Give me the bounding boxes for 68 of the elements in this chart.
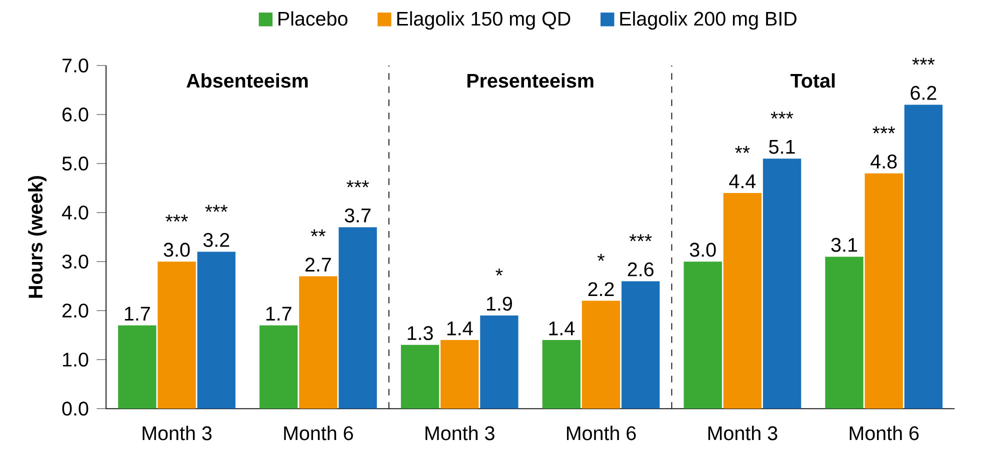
bar: [338, 227, 377, 409]
bar: [864, 173, 903, 409]
y-tick-label: 4.0: [62, 206, 88, 220]
bar: [118, 325, 156, 409]
bar: [904, 104, 943, 409]
bar: [723, 192, 762, 409]
data-label: 1.4: [549, 322, 575, 336]
data-label: 1.7: [266, 306, 292, 321]
annotation: Total: [790, 73, 835, 88]
x-tick-label: Month 3: [708, 426, 778, 440]
annotation: ***: [346, 180, 369, 188]
data-label: 3.1: [831, 238, 858, 252]
bar: [622, 281, 660, 409]
data-label: 2.7: [305, 258, 331, 272]
annotation: *: [597, 254, 605, 261]
data-label: 1.3: [408, 326, 433, 340]
bar: [582, 300, 620, 409]
data-label: 3.0: [690, 242, 716, 257]
legend-label: Elagolix 200 mg BID: [620, 11, 796, 30]
annotation: Presenteeism: [467, 73, 594, 88]
bar: [440, 340, 479, 409]
data-label: 4.4: [729, 174, 756, 188]
data-label: 1.4: [447, 322, 473, 336]
annotation: **: [310, 229, 326, 236]
annotation: ***: [872, 126, 896, 134]
x-tick-label: Month 3: [142, 426, 212, 440]
annotation: ***: [205, 204, 228, 212]
y-tick-label: 5.0: [62, 156, 88, 171]
bar: [400, 344, 440, 409]
bar: [260, 325, 298, 409]
annotation: **: [735, 146, 750, 154]
data-label: 2.6: [628, 262, 654, 276]
y-tick-label: 7.0: [62, 58, 88, 73]
y-tick-label: 3.0: [62, 254, 88, 269]
legend-label: Elagolix 150 mg QD: [397, 11, 570, 30]
annotation: ***: [770, 112, 794, 119]
x-tick-label: Month 6: [566, 426, 636, 440]
annotation: ***: [166, 214, 188, 222]
data-label: 6.2: [910, 86, 936, 100]
data-label: 3.2: [203, 233, 230, 248]
data-label: 3.7: [344, 208, 370, 222]
bar: [158, 262, 196, 409]
data-label: 3.0: [164, 242, 190, 257]
y-tick-label: 2.0: [62, 304, 88, 318]
y-axis-title: Hours (week): [28, 176, 46, 298]
legend-label: Placebo: [278, 11, 348, 26]
data-label: 4.8: [870, 154, 897, 169]
y-tick-label: 1.0: [63, 352, 88, 367]
text: ***: [912, 58, 935, 65]
y-tick-label: 0.0: [62, 402, 88, 416]
bar: [299, 276, 338, 409]
annotation: Absenteeism: [186, 73, 308, 88]
x-tick-label: Month 6: [284, 426, 353, 440]
bar: [542, 340, 581, 409]
bar: [480, 316, 518, 409]
bar: [197, 252, 236, 409]
data-label: 5.1: [769, 140, 795, 154]
x-tick-label: Month 6: [850, 426, 919, 440]
x-tick-label: Month 3: [426, 426, 494, 440]
bar: [825, 256, 864, 409]
y-tick-label: 6.0: [62, 108, 88, 122]
annotation: ***: [629, 234, 652, 242]
bar: [762, 158, 802, 409]
data-label: 1.7: [124, 306, 150, 321]
bar: [684, 262, 722, 409]
data-label: 1.9: [487, 296, 512, 311]
data-label: 2.2: [588, 282, 614, 296]
annotation: *: [496, 268, 503, 276]
